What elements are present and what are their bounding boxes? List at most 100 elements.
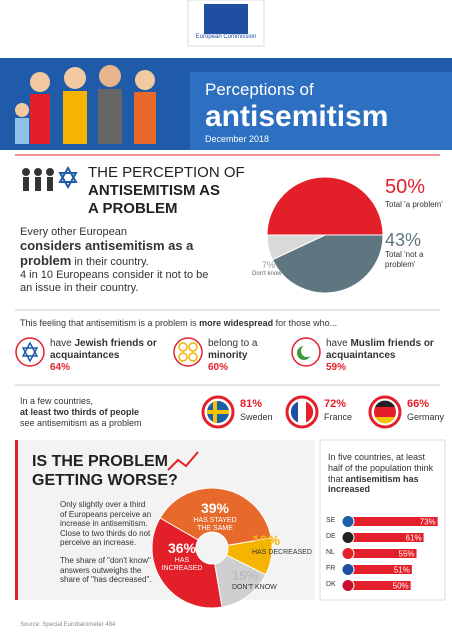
text: Every other European <box>20 226 128 238</box>
eu-flag <box>204 4 248 34</box>
group-icons <box>15 337 321 367</box>
pie-label: Don't know <box>252 271 282 277</box>
group-value: 60% <box>208 362 229 373</box>
donut-category: HAS STAYED THE SAME <box>193 516 237 533</box>
flag <box>341 547 355 560</box>
bar <box>352 565 412 574</box>
flag <box>341 563 355 576</box>
title-line: A PROBLEM <box>88 200 178 217</box>
text-bold: minority <box>208 350 248 361</box>
logo-text: European Commission <box>195 34 257 40</box>
bar-category: SE <box>326 517 336 524</box>
subtitle: antisemitism <box>205 100 389 133</box>
date: December 2018 <box>205 134 270 144</box>
bar <box>352 581 411 590</box>
text-bold: Muslim friends or acquaintances <box>326 338 434 361</box>
group: have Muslim friends or acquaintances 59% <box>326 338 441 374</box>
bar-value: 73% <box>420 518 436 527</box>
text-bold: Jewish friends or acquaintances <box>50 338 157 361</box>
section-title: IS THE PROBLEM GETTING WORSE? <box>32 452 178 490</box>
pie-value: 7% <box>262 260 276 270</box>
slice <box>266 234 326 261</box>
country-value: 66% <box>407 398 430 410</box>
bar-category: DK <box>326 581 336 588</box>
bar-value: 61% <box>406 534 422 543</box>
section-title: THE PERCEPTION OF ANTISEMITISM AS A PROB… <box>88 164 245 218</box>
title-line: IS THE PROBLEM <box>32 453 169 470</box>
worse-text: The share of "don't know" answers outwei… <box>60 556 152 585</box>
donut-label: 15% DON'T KNOW <box>232 568 292 592</box>
trend-icon <box>167 451 199 471</box>
bar <box>352 517 438 526</box>
text: in their country. <box>71 256 149 268</box>
text-bold: at least two thirds of people <box>20 406 140 417</box>
donut-label: 10% HAS DECREASED <box>252 532 312 557</box>
pie-value: 50% <box>385 176 426 198</box>
flag <box>341 531 355 544</box>
text: This feeling that antisemitism is a prob… <box>20 318 200 328</box>
text: In five countries, at least half of the … <box>328 452 434 484</box>
flag <box>341 579 355 592</box>
slice <box>271 234 384 294</box>
worse-text: Only slightly over a third of Europeans … <box>60 500 152 548</box>
country: 81% Sweden <box>240 398 273 424</box>
group-value: 64% <box>50 362 71 373</box>
country-name: Sweden <box>240 412 273 423</box>
donut-value: 10% <box>252 532 281 548</box>
problem-text: Every other European considers antisemit… <box>20 226 220 295</box>
text: In a few countries, <box>20 396 94 406</box>
slice <box>159 487 272 546</box>
people-icon <box>22 165 78 191</box>
group-value: 59% <box>326 362 347 373</box>
title: Perceptions of <box>205 80 314 99</box>
people <box>15 65 156 144</box>
bar-category: NL <box>326 549 335 556</box>
flag <box>341 515 355 528</box>
text: have <box>50 338 72 349</box>
bar-value: 50% <box>393 582 409 591</box>
increase-text: In five countries, at least half of the … <box>328 452 440 495</box>
text: have <box>326 338 348 349</box>
title-line: THE PERCEPTION OF <box>88 164 245 181</box>
group: have Jewish friends or acquaintances 64% <box>50 338 160 374</box>
slice <box>266 176 384 236</box>
bar-category: FR <box>326 565 335 572</box>
text-bold: antisemitism has increased <box>328 473 419 495</box>
text: see antisemitism as a problem <box>20 417 142 428</box>
pie-label: Total 'a problem' <box>385 200 443 209</box>
slice <box>151 517 223 609</box>
country-value: 72% <box>324 398 347 410</box>
countries-text: In a few countries, at least two thirds o… <box>20 396 190 428</box>
bar <box>352 549 417 558</box>
text-bold: considers antisemitism as a problem <box>20 238 194 268</box>
country: 66% Germany <box>407 398 444 424</box>
country-name: France <box>324 412 353 423</box>
donut-value: 39% <box>200 500 230 516</box>
country-flags <box>201 395 402 429</box>
title-line: ANTISEMITISM AS <box>88 182 220 199</box>
source: Source: Special Eurobarometer 484 <box>20 622 116 628</box>
title-panel <box>190 72 452 150</box>
donut-category: DON'T KNOW <box>232 583 277 591</box>
text: belong to a <box>208 338 258 349</box>
pie-label: Total 'not a problem' <box>385 250 424 269</box>
country-name: Germany <box>407 412 445 423</box>
donut-category: HAS DECREASED <box>252 548 312 556</box>
bar-category: DE <box>326 533 336 540</box>
title-line: GETTING WORSE? <box>32 472 178 489</box>
panel-accent <box>15 440 18 600</box>
country-value: 81% <box>240 398 263 410</box>
donut-value: 15% <box>232 568 259 583</box>
donut-label: 39% HAS STAYED THE SAME <box>190 500 240 534</box>
bar-value: 51% <box>394 566 410 575</box>
country: 72% France <box>324 398 352 424</box>
text: for those who... <box>273 318 338 328</box>
bar-value: 55% <box>399 550 415 559</box>
donut-value: 36% <box>167 540 197 556</box>
pie-value: 43% <box>385 230 422 250</box>
text: 4 in 10 Europeans consider it not to be … <box>20 269 209 294</box>
donut-label: 36% HAS INCREASED <box>160 540 204 574</box>
bar <box>352 533 424 542</box>
group: belong to a minority 60% <box>208 338 288 374</box>
